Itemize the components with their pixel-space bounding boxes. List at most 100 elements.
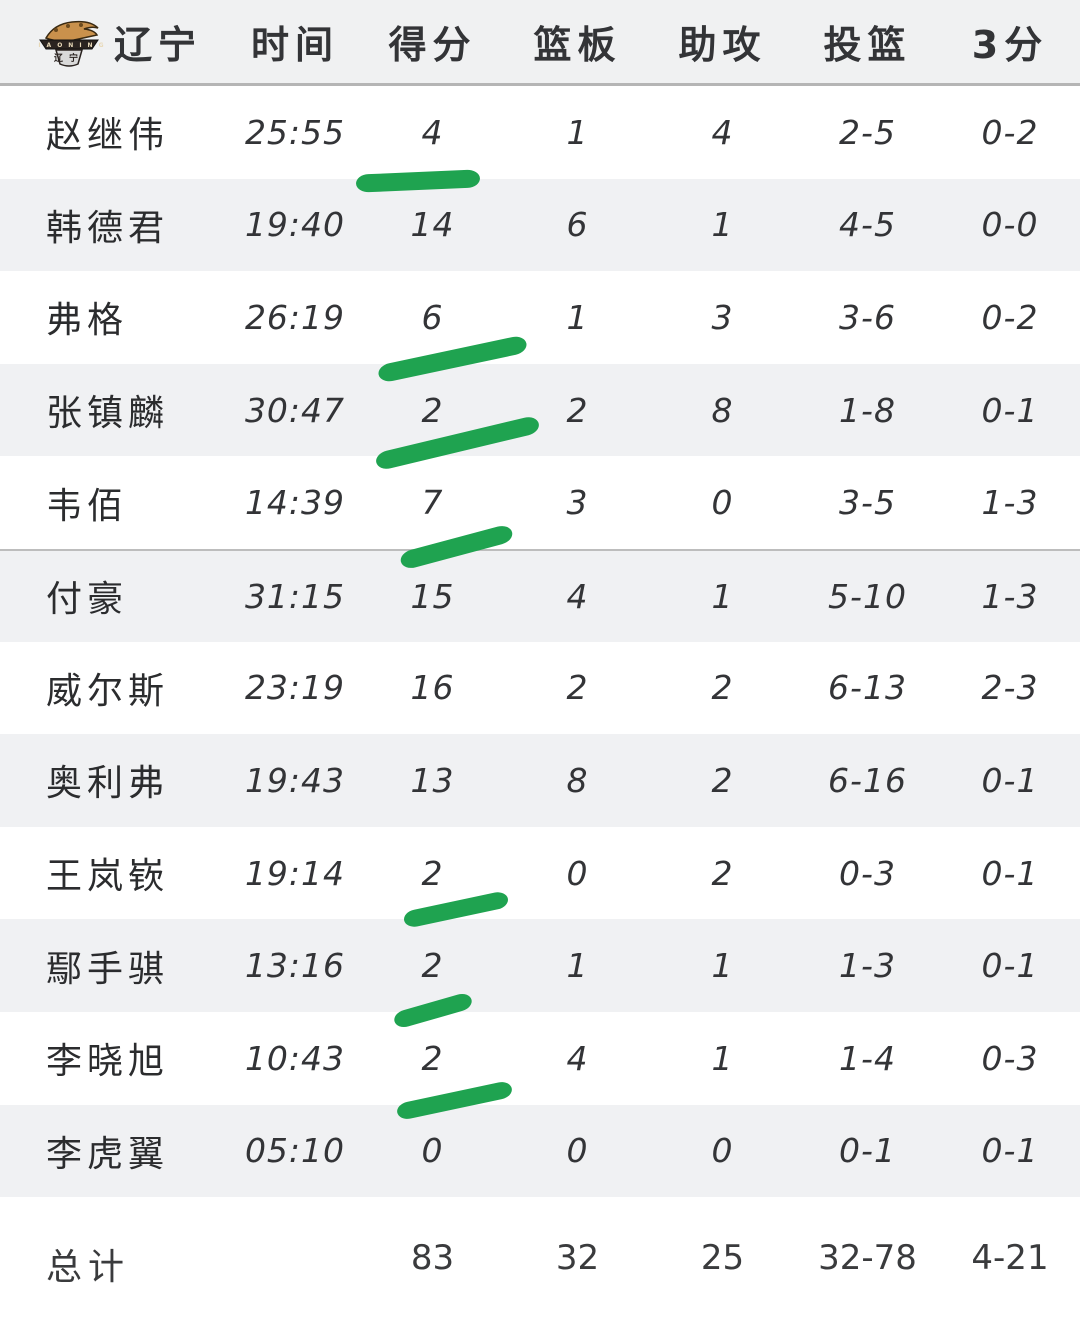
field-goals-value: 1-4 (839, 1038, 896, 1078)
totals-rebounds: 32 (555, 1238, 600, 1279)
three-point-value: 0-1 (981, 390, 1039, 430)
rebounds-value: 4 (566, 576, 589, 616)
points-value: 2 (421, 853, 444, 893)
minutes-played: 19:43 (244, 760, 346, 800)
totals-three-points: 4-21 (971, 1238, 1049, 1279)
points-value: 4 (421, 112, 444, 152)
points-value: 7 (421, 483, 444, 523)
assists-value: 2 (711, 853, 734, 893)
points-value: 2 (421, 390, 444, 430)
points-value: 0 (421, 1131, 444, 1171)
team-name: 辽宁 (114, 23, 203, 67)
rebounds-value: 1 (566, 946, 589, 986)
field-goals-value: 4-5 (839, 205, 896, 245)
field-goals-value: 3-5 (839, 483, 896, 523)
player-row: 弗格 26:19 6 1 3 3-6 0-2 (0, 271, 1080, 384)
rebounds-value: 1 (566, 112, 589, 152)
assists-value: 2 (711, 760, 734, 800)
assists-value: 4 (711, 112, 734, 152)
player-name: 弗格 (46, 300, 129, 342)
player-rows: 赵继伟 25:55 4 1 4 2-5 0-2 韩德君 19:40 1 4 6 1… (0, 86, 1080, 1198)
three-point-value: 0-1 (981, 946, 1039, 986)
table-header-row: LIAONING 辽宁 辽宁 时间 得分 篮板 助攻 投篮 3分 (0, 0, 1080, 86)
rebounds-value: 6 (566, 205, 589, 245)
three-point-value: 0-3 (981, 1038, 1039, 1078)
three-point-value: 0-1 (981, 853, 1039, 893)
points-value: 16 (410, 668, 455, 708)
totals-assists: 25 (700, 1238, 745, 1279)
team-logo-icon: LIAONING 辽宁 (34, 20, 104, 67)
field-goals-value: 0-3 (839, 853, 896, 893)
rebounds-value: 2 (566, 390, 589, 430)
player-name: 鄢手骐 (46, 948, 170, 990)
rebounds-value: 0 (566, 853, 589, 893)
three-point-value: 1-3 (981, 483, 1039, 523)
three-point-value: 0-1 (981, 760, 1039, 800)
assists-value: 8 (711, 390, 734, 430)
minutes-played: 19:14 (244, 853, 346, 893)
player-name: 李晓旭 (46, 1041, 170, 1083)
three-point-value: 0-0 (981, 205, 1039, 245)
rebounds-value: 0 (566, 1131, 589, 1171)
player-name: 威尔斯 (46, 670, 170, 712)
player-name: 韩德君 (46, 207, 170, 249)
three-point-value: 0-1 (981, 1131, 1039, 1171)
column-header-assists: 助攻 (678, 23, 767, 67)
points-value: 13 (410, 760, 455, 800)
three-point-value: 0-2 (981, 112, 1039, 152)
team-header-cell: LIAONING 辽宁 辽宁 (0, 14, 230, 69)
player-name: 韦佰 (46, 485, 129, 527)
totals-field-goals: 32-78 (818, 1238, 917, 1279)
three-point-value: 0-2 (981, 297, 1039, 337)
assists-value: 1 (711, 946, 734, 986)
assists-value: 0 (711, 1131, 734, 1171)
player-name: 赵继伟 (46, 115, 170, 157)
totals-row: 总计 83 32 25 32-78 4-21 (0, 1197, 1080, 1317)
assists-value: 2 (711, 668, 734, 708)
player-row: 韦佰 14:39 7 3 0 3-5 1-3 (0, 456, 1080, 571)
assists-value: 1 (711, 1038, 734, 1078)
assists-value: 1 (711, 205, 734, 245)
player-name: 张镇麟 (46, 393, 170, 435)
field-goals-value: 6-13 (828, 668, 907, 708)
column-header-rebounds: 篮板 (533, 23, 622, 67)
player-row: 张镇麟 30:47 2 2 8 1-8 0-1 (0, 363, 1080, 472)
player-row: 王岚嵚 19:14 2 0 2 0-3 0-1 (0, 827, 1080, 929)
field-goals-value: 1-8 (839, 390, 896, 430)
rebounds-value: 1 (566, 297, 589, 337)
field-goals-value: 6-16 (828, 760, 907, 800)
minutes-played: 13:16 (244, 946, 346, 986)
svg-text:LIAONING: LIAONING (34, 42, 104, 49)
column-header-time: 时间 (250, 23, 339, 67)
three-point-value: 2-3 (981, 668, 1039, 708)
assists-value: 3 (711, 297, 734, 337)
player-row: 付豪 31:15 15 4 1 5-10 1-3 (0, 548, 1080, 642)
rebounds-value: 8 (566, 760, 589, 800)
minutes-played: 14:39 (244, 483, 346, 523)
field-goals-value: 1-3 (839, 946, 896, 986)
player-row: 李晓旭 10:43 2 4 1 1-4 0-3 (0, 1012, 1080, 1121)
player-name: 李虎翼 (46, 1133, 170, 1175)
player-name: 付豪 (46, 579, 129, 621)
totals-label: 总计 (46, 1247, 131, 1289)
three-point-value: 1-3 (981, 576, 1039, 616)
points-value: 15 (410, 576, 455, 616)
player-row: 威尔斯 23:19 16 2 2 6-13 2-3 (0, 642, 1080, 735)
player-row: 赵继伟 25:55 4 1 4 2-5 0-2 (0, 86, 1080, 193)
player-name: 奥利弗 (46, 763, 170, 805)
field-goals-value: 2-5 (839, 112, 896, 152)
minutes-played: 23:19 (244, 668, 346, 708)
minutes-played: 19:40 (244, 205, 346, 245)
minutes-played: 31:15 (244, 576, 346, 616)
assists-value: 1 (711, 576, 734, 616)
minutes-played: 10:43 (244, 1038, 346, 1078)
player-row: 李虎翼 05:10 0 0 0 0-1 0-1 (0, 1104, 1080, 1198)
player-name: 王岚嵚 (46, 856, 170, 898)
points-value: 6 (421, 297, 444, 337)
svg-text:辽宁: 辽宁 (54, 52, 84, 64)
minutes-played: 26:19 (244, 297, 346, 337)
minutes-played: 05:10 (244, 1131, 346, 1171)
rebounds-value: 2 (566, 668, 589, 708)
assists-value: 0 (711, 483, 734, 523)
